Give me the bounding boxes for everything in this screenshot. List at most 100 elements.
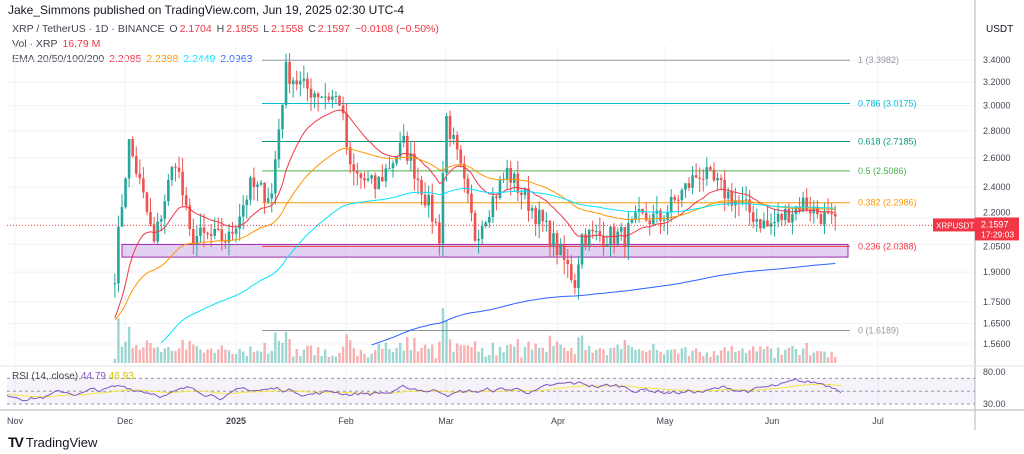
close-label: C <box>308 23 316 35</box>
candle-body <box>127 139 131 179</box>
volume-bar <box>609 347 612 363</box>
volume-bar <box>662 354 666 363</box>
volume-bar <box>181 339 184 363</box>
volume-bar <box>152 347 156 363</box>
candle-body <box>691 175 694 188</box>
volume-bar <box>812 352 816 363</box>
candle-body <box>270 193 274 199</box>
volume-bar <box>299 355 302 363</box>
candle-body <box>801 197 805 212</box>
volume-bar <box>573 354 577 363</box>
volume-bar <box>541 347 544 363</box>
volume-bar <box>195 345 199 363</box>
volume-bar <box>616 344 619 363</box>
volume-bar <box>634 349 637 363</box>
price-badge-value: 2.1597 <box>981 219 1009 229</box>
volume-bar <box>759 346 762 363</box>
candle-body <box>484 222 488 227</box>
candle-body <box>291 80 295 85</box>
candle-body <box>591 229 595 232</box>
y-tick-label: 2.6000 <box>983 153 1011 163</box>
y-tick-label: 3.0000 <box>983 101 1011 111</box>
candle-body <box>124 178 127 208</box>
volume-bar <box>381 348 384 363</box>
high-value: 2.1855 <box>226 23 259 35</box>
volume-bar <box>416 351 420 363</box>
candle-body <box>202 227 206 233</box>
rsi-axis-label: 30.00 <box>983 399 1006 409</box>
volume-bar <box>206 349 209 363</box>
candle-body <box>245 199 249 206</box>
volume-bar <box>595 349 598 363</box>
candle-body <box>398 142 402 157</box>
candle-body <box>794 206 798 215</box>
volume-bar <box>737 350 741 363</box>
volume-bar <box>766 346 769 363</box>
candle-body <box>263 182 266 202</box>
volume-bar <box>555 341 559 363</box>
candle-body <box>612 226 616 244</box>
volume-bar <box>227 350 231 363</box>
low-value: 2.1558 <box>271 23 304 35</box>
candle-body <box>338 95 341 106</box>
candle-body <box>769 223 773 227</box>
candle-body <box>363 178 366 181</box>
candle-body <box>509 168 512 183</box>
support-zone <box>121 243 849 258</box>
candle-body <box>266 198 270 202</box>
candle-body <box>373 175 377 190</box>
volume-bar <box>687 355 691 363</box>
candle-body <box>773 221 776 224</box>
rsi-value: 44.79 <box>80 371 106 382</box>
symbol-info[interactable]: XRP / TetherUS · 1D · BINANCE <box>12 23 165 35</box>
candle-body <box>413 153 416 179</box>
candle-body <box>587 229 591 246</box>
vol-value: 16.79 M <box>62 38 101 50</box>
candle-body <box>227 231 231 243</box>
candle-body <box>120 207 124 227</box>
change-value: −0.0108 (−0.50%) <box>354 23 439 35</box>
candle-body <box>195 235 199 245</box>
candle-body <box>356 171 359 174</box>
candle-body <box>327 96 331 100</box>
candle-body <box>798 206 801 212</box>
tradingview-logo[interactable]: TV TradingView <box>8 434 97 450</box>
candle-body <box>520 192 523 195</box>
volume-bar <box>680 348 684 363</box>
fib-level-label: 1 (3.3982) <box>858 55 899 65</box>
candle-body <box>445 115 448 174</box>
volume-bar <box>780 354 783 363</box>
volume-bar <box>505 345 509 363</box>
volume-bar <box>598 348 602 363</box>
candle-body <box>609 226 612 245</box>
candle-body <box>787 209 791 223</box>
candle-body <box>744 199 748 201</box>
volume-bar <box>455 343 459 363</box>
volume-bar <box>520 357 523 363</box>
volume-bar <box>395 347 398 363</box>
y-tick-label: 2.0500 <box>983 241 1011 251</box>
candle-body <box>833 213 837 217</box>
volume-bar <box>509 344 512 363</box>
candle-body <box>138 173 142 179</box>
volume-bar <box>534 343 537 363</box>
volume-bar <box>124 341 127 363</box>
candle-body <box>637 208 641 213</box>
candle-body <box>495 196 498 198</box>
volume-bar <box>669 349 673 363</box>
y-tick-label: 1.7500 <box>983 297 1011 307</box>
volume-bar <box>341 346 345 363</box>
candle-body <box>448 115 452 139</box>
candle-body <box>491 196 495 218</box>
volume-bar <box>748 350 751 363</box>
candle-body <box>648 220 652 225</box>
candle-body <box>142 178 145 193</box>
candle-body <box>698 177 701 179</box>
candle-body <box>709 167 712 170</box>
ema50-value: 2.2388 <box>146 53 179 65</box>
volume-bar <box>445 320 448 363</box>
volume-bar <box>242 351 245 363</box>
y-tick-label: 2.2000 <box>983 207 1011 217</box>
volume-bar <box>291 356 295 363</box>
